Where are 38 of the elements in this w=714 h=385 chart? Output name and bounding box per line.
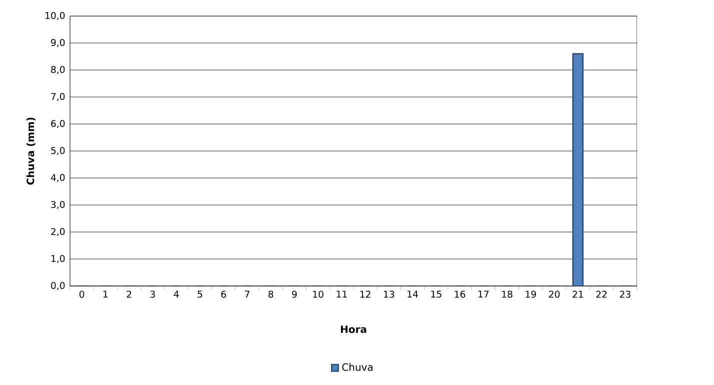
x-tick-label: 13 (384, 290, 394, 298)
y-tick-label: 8,0 (51, 66, 65, 74)
x-tick-label: 18 (502, 290, 512, 298)
x-tick-label: 21 (572, 290, 584, 298)
x-tick-label: 10 (313, 290, 324, 298)
x-tick-label: 7 (245, 290, 250, 298)
x-tick-label: 4 (174, 290, 179, 298)
y-tick-label: 2,0 (51, 228, 65, 236)
x-tick-label: 14 (408, 290, 418, 298)
y-tick-label: 10,0 (46, 12, 65, 20)
y-axis-title: Chuva (mm) (26, 118, 36, 185)
y-tick-label: 1,0 (51, 254, 65, 263)
y-tick-label: 4,0 (50, 174, 65, 182)
y-tick-label: 5,0 (51, 146, 65, 155)
x-tick-label: 0 (79, 290, 84, 298)
x-tick-label: 6 (221, 290, 226, 298)
y-tick-label: 3,0 (51, 200, 65, 209)
y-tick-label: 0,0 (51, 282, 65, 290)
x-tick-label: 9 (292, 290, 297, 298)
x-tick-label: 19 (526, 290, 536, 298)
x-axis-title: Hora (340, 326, 366, 334)
x-tick-label: 5 (198, 290, 202, 298)
y-tick-label: 6,0 (51, 120, 65, 128)
x-tick-label: 2 (126, 290, 132, 298)
x-tick-label: 1 (104, 290, 108, 298)
x-tick-label: 12 (360, 290, 370, 298)
x-tick-label: 11 (336, 290, 347, 298)
y-tick-label: 7,0 (51, 92, 65, 101)
x-tick-label: 8 (268, 290, 274, 298)
x-tick-label: 3 (150, 290, 155, 298)
legend-label: Chuva (342, 363, 372, 371)
x-tick-label: 23 (620, 290, 630, 298)
x-tick-label: 22 (596, 290, 607, 298)
x-tick-label: 20 (549, 290, 560, 298)
y-tick-label: 9,0 (51, 38, 65, 48)
x-tick-label: 17 (478, 290, 489, 298)
x-tick-label: 15 (431, 290, 442, 298)
x-tick-label: 16 (454, 290, 466, 298)
